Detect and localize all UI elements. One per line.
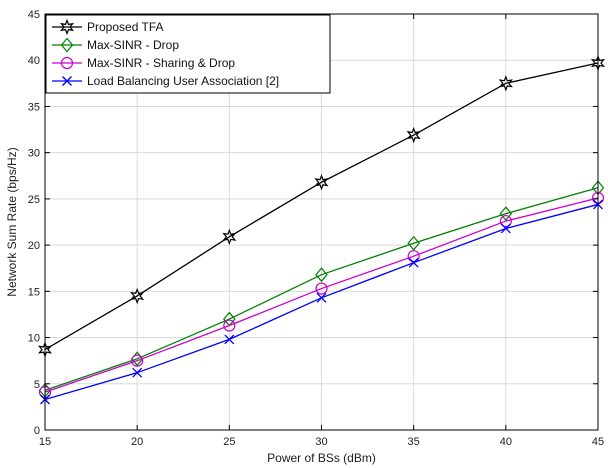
y-tick-label: 35 bbox=[28, 101, 40, 113]
x-tick-label: 20 bbox=[131, 436, 143, 448]
data-point bbox=[499, 214, 512, 228]
data-point bbox=[315, 282, 328, 295]
series-line bbox=[44, 197, 599, 393]
series-1 bbox=[37, 54, 606, 358]
x-axis-label: Power of BSs (dBm) bbox=[267, 451, 376, 465]
x-tick-label: 15 bbox=[39, 436, 51, 448]
legend: Proposed TFA Max-SINR - Drop Max-SINR - Sh… bbox=[45, 14, 331, 94]
data-point bbox=[316, 292, 327, 303]
series-line bbox=[44, 62, 599, 351]
x-tick-label: 35 bbox=[408, 436, 420, 448]
data-point bbox=[223, 319, 236, 332]
x-tick-label: 30 bbox=[315, 436, 327, 448]
data-point bbox=[132, 367, 143, 378]
data-point bbox=[131, 354, 144, 367]
legend-label: Proposed TFA bbox=[87, 20, 164, 34]
data-point bbox=[130, 287, 145, 305]
axis-ticks: 15 20 25 30 35 40 45 0 5 10 15 20 25 30 35 40 45 bbox=[28, 9, 604, 448]
y-tick-label: 0 bbox=[34, 425, 40, 437]
y-tick-label: 20 bbox=[28, 240, 40, 252]
legend-box bbox=[45, 14, 331, 94]
x-tick-label: 45 bbox=[592, 436, 604, 448]
y-axis-label: Network Sum Rate (bps/Hz) bbox=[5, 147, 19, 296]
data-point bbox=[499, 206, 513, 222]
x-tick-label: 40 bbox=[500, 436, 512, 448]
data-point bbox=[500, 223, 511, 234]
y-tick-label: 10 bbox=[28, 333, 40, 345]
data-point bbox=[406, 126, 421, 144]
data-point bbox=[315, 267, 328, 283]
legend-label: Max-SINR - Drop bbox=[87, 38, 179, 52]
data-point bbox=[498, 75, 513, 92]
legend-label: Max-SINR - Sharing & Drop bbox=[87, 56, 235, 70]
legend-label: Load Balancing User Association [2] bbox=[87, 74, 279, 88]
data-point bbox=[314, 174, 329, 191]
data-point bbox=[224, 334, 235, 345]
data-point bbox=[407, 235, 420, 251]
y-tick-label: 15 bbox=[28, 286, 40, 298]
legend-marker bbox=[59, 18, 75, 36]
legend-entry: Load Balancing User Association [2] bbox=[52, 74, 279, 88]
y-tick-label: 40 bbox=[28, 55, 40, 67]
data-point bbox=[222, 228, 237, 245]
series-layer bbox=[37, 54, 606, 405]
legend-entry: Max-SINR - Sharing & Drop bbox=[52, 56, 235, 70]
legend-entry: Proposed TFA bbox=[52, 18, 164, 36]
legend-entry: Max-SINR - Drop bbox=[52, 37, 179, 53]
legend-marker bbox=[60, 56, 74, 70]
legend-marker bbox=[62, 76, 72, 86]
series-line bbox=[44, 187, 599, 391]
y-tick-label: 25 bbox=[28, 194, 40, 206]
legend-marker bbox=[60, 37, 74, 53]
data-point bbox=[408, 257, 419, 268]
x-tick-label: 25 bbox=[223, 436, 235, 448]
y-tick-label: 45 bbox=[28, 9, 40, 21]
y-tick-label: 30 bbox=[28, 148, 40, 160]
data-point bbox=[407, 250, 420, 263]
y-tick-label: 5 bbox=[34, 379, 40, 391]
